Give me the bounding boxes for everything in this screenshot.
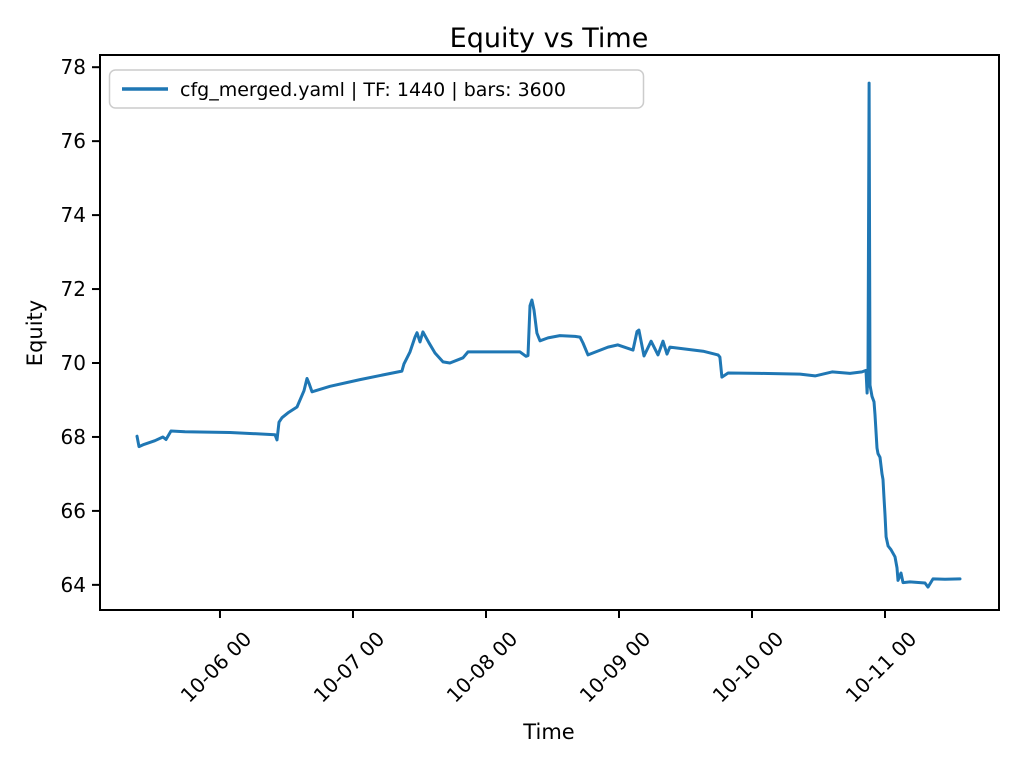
y-tick-label: 76 [61,129,86,153]
y-tick-label: 70 [61,351,86,375]
x-tick-label: 10-11 00 [841,627,922,708]
chart-title: Equity vs Time [450,23,649,54]
y-tick-label: 68 [61,425,86,449]
x-tick-label: 10-07 00 [309,627,390,708]
y-axis-ticks: 64 66 68 70 72 74 76 78 [61,55,100,597]
y-tick-label: 72 [61,277,86,301]
equity-line [135,81,962,589]
x-axis-label: Time [522,720,574,744]
x-tick-label: 10-10 00 [708,627,789,708]
y-axis-label: Equity [23,300,47,366]
y-tick-label: 66 [61,499,86,523]
legend-label: cfg_merged.yaml | TF: 1440 | bars: 3600 [180,79,566,101]
x-tick-label: 10-06 00 [176,627,257,708]
legend: cfg_merged.yaml | TF: 1440 | bars: 3600 [108,69,645,109]
y-tick-label: 74 [61,203,86,227]
legend-box [108,69,645,109]
plot-area-border [99,54,1000,611]
x-axis-ticks: 10-06 00 10-07 00 10-08 00 10-09 00 10-10 00… [176,610,922,708]
y-tick-label: 64 [61,573,86,597]
x-tick-label: 10-09 00 [575,627,656,708]
x-tick-label: 10-08 00 [442,627,523,708]
y-tick-label: 78 [61,55,86,79]
series-lines [135,81,962,589]
